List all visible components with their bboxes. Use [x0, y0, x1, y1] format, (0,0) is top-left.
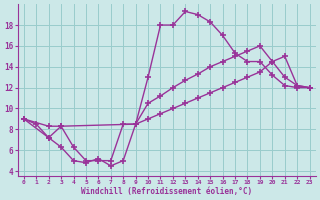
X-axis label: Windchill (Refroidissement éolien,°C): Windchill (Refroidissement éolien,°C) — [81, 187, 252, 196]
